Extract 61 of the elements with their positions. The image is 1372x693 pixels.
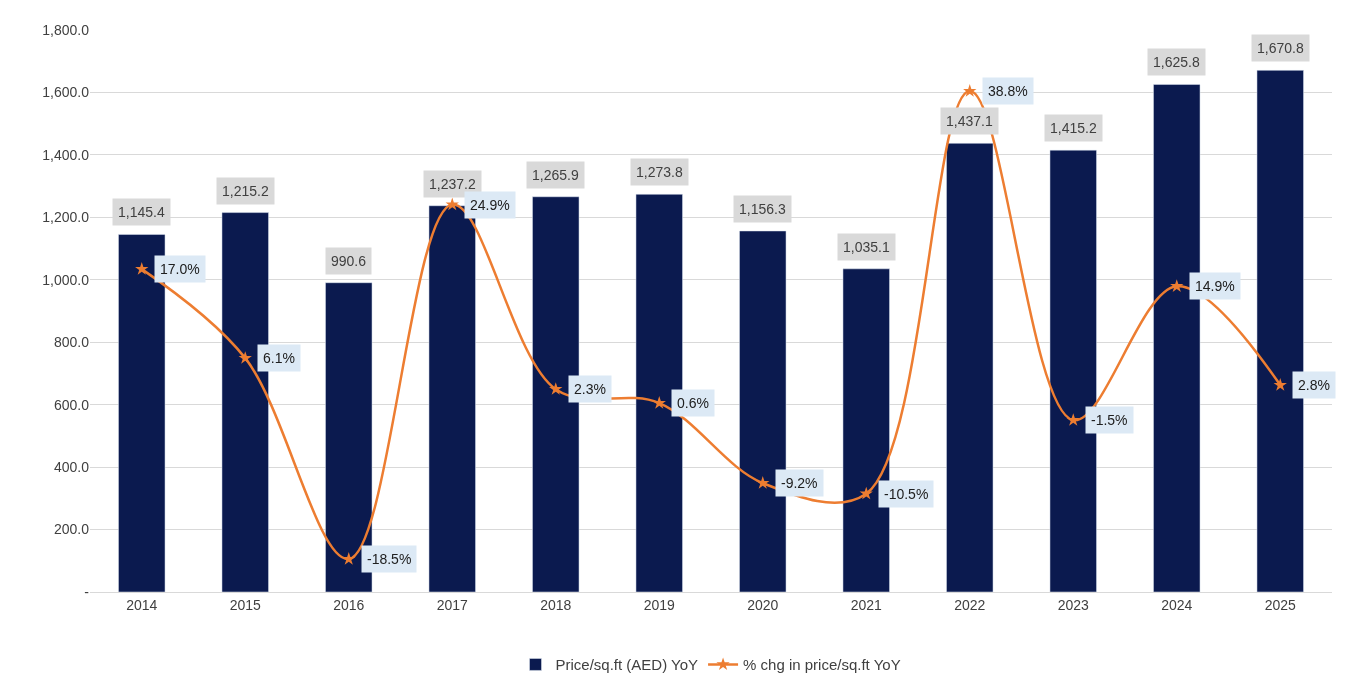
x-tick-label: 2025 [1264,596,1297,613]
data-label: 6.1% [263,350,295,366]
data-label: 1,265.9 [532,167,579,183]
point [549,382,563,395]
y-tick-label: 200.0 [53,521,90,538]
data-label: -9.2% [781,475,818,491]
data-label: 990.6 [331,253,367,269]
x-tick-label: 2014 [126,596,158,613]
data-label: 1,670.8 [1257,40,1304,56]
y-tick-label: 1,200.0 [42,209,90,226]
data-label: 2.3% [574,381,606,397]
data-label: -18.5% [367,551,412,567]
point [1066,413,1080,426]
legend-label: Price/sq.ft (AED) YoY [555,656,699,674]
data-label: 0.6% [677,395,709,411]
data-label: 1,215.2 [222,183,269,199]
data-label: 2.8% [1298,377,1330,393]
x-tick-label: 2021 [850,596,883,613]
data-label: 17.0% [160,261,200,277]
point [445,197,459,211]
point [963,84,977,97]
data-label: 1,145.4 [118,204,165,220]
y-tick-label: 800.0 [53,334,90,351]
legend-label: % chg in price/sq.ft YoY [743,656,901,674]
x-tick-label: 2023 [1057,596,1090,613]
point [652,396,666,409]
data-label: -10.5% [884,486,929,502]
data-label: 1,415.2 [1050,120,1097,136]
x-tick-label: 2019 [643,596,676,613]
y-tick-label: 1,800.0 [42,21,90,38]
x-tick-label: 2018 [540,596,572,613]
x-tick-label: 2016 [333,596,365,613]
y-tick-label: 400.0 [53,459,90,476]
y-tick-label: - [84,583,90,600]
point [238,351,252,364]
point [756,476,770,489]
data-label: 1,156.3 [739,201,786,217]
data-label: 1,437.1 [946,113,993,129]
y-tick-label: 1,400.0 [42,146,90,163]
bar [946,143,994,592]
data-label: 1,273.8 [636,164,683,180]
x-tick-label: 2017 [436,596,469,613]
data-label: 14.9% [1195,278,1235,294]
y-tick-label: 1,600.0 [42,84,90,101]
data-label: 24.9% [470,197,510,213]
y-tick-label: 600.0 [53,396,90,413]
x-tick-label: 2015 [229,596,262,613]
point [859,486,873,500]
y-tick-label: 1,000.0 [42,271,90,288]
data-label: -1.5% [1091,412,1128,428]
data-label: 1,237.2 [429,176,476,192]
point [1273,378,1287,391]
data-label: 1,035.1 [843,239,890,255]
point [135,262,149,275]
x-tick-label: 2024 [1161,596,1193,613]
x-tick-label: 2022 [954,596,986,613]
data-label: 38.8% [988,83,1028,99]
x-tick-label: 2020 [747,596,779,613]
point [1170,279,1184,292]
data-label: 1,625.8 [1153,54,1200,70]
point [342,552,356,565]
